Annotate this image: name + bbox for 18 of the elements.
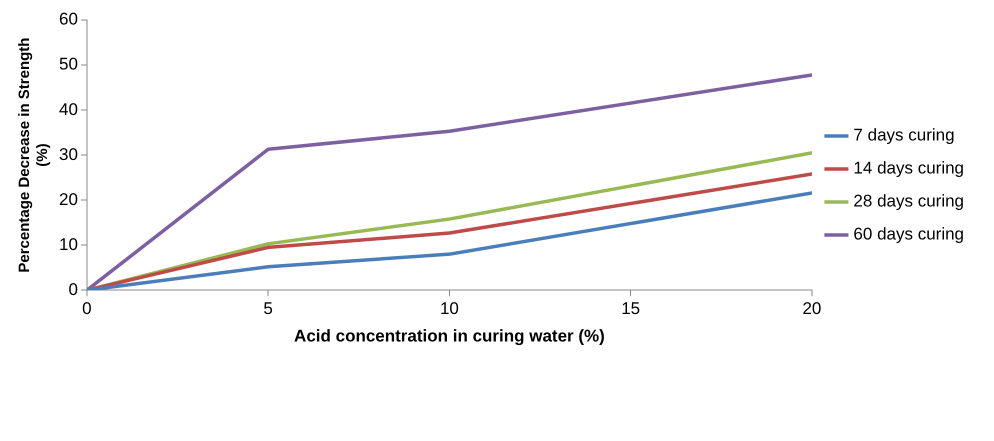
y-tick-label: 60 <box>58 10 78 29</box>
x-tick-label: 0 <box>82 299 92 318</box>
x-tick-label: 5 <box>263 299 273 318</box>
x-tick-label: 10 <box>440 299 459 318</box>
x-tick-label: 20 <box>802 299 822 318</box>
y-tick-label: 30 <box>58 144 78 164</box>
y-tick-label: 20 <box>58 190 78 209</box>
legend-label: 28 days curing <box>853 192 964 211</box>
legend-label: 14 days curing <box>853 158 964 178</box>
y-axis-title: Percentage Decrease in Strength (%) <box>16 38 52 273</box>
legend-label: 60 days curing <box>853 224 964 244</box>
y-tick-label: 10 <box>58 234 78 254</box>
legend-label: 7 days curing <box>853 126 955 145</box>
y-tick-label: 40 <box>58 100 78 119</box>
y-tick-label: 0 <box>68 280 78 299</box>
y-tick-label: 50 <box>58 54 78 74</box>
x-axis-title: Acid concentration in curing water (%) <box>294 326 605 346</box>
x-tick-label: 15 <box>621 299 640 318</box>
